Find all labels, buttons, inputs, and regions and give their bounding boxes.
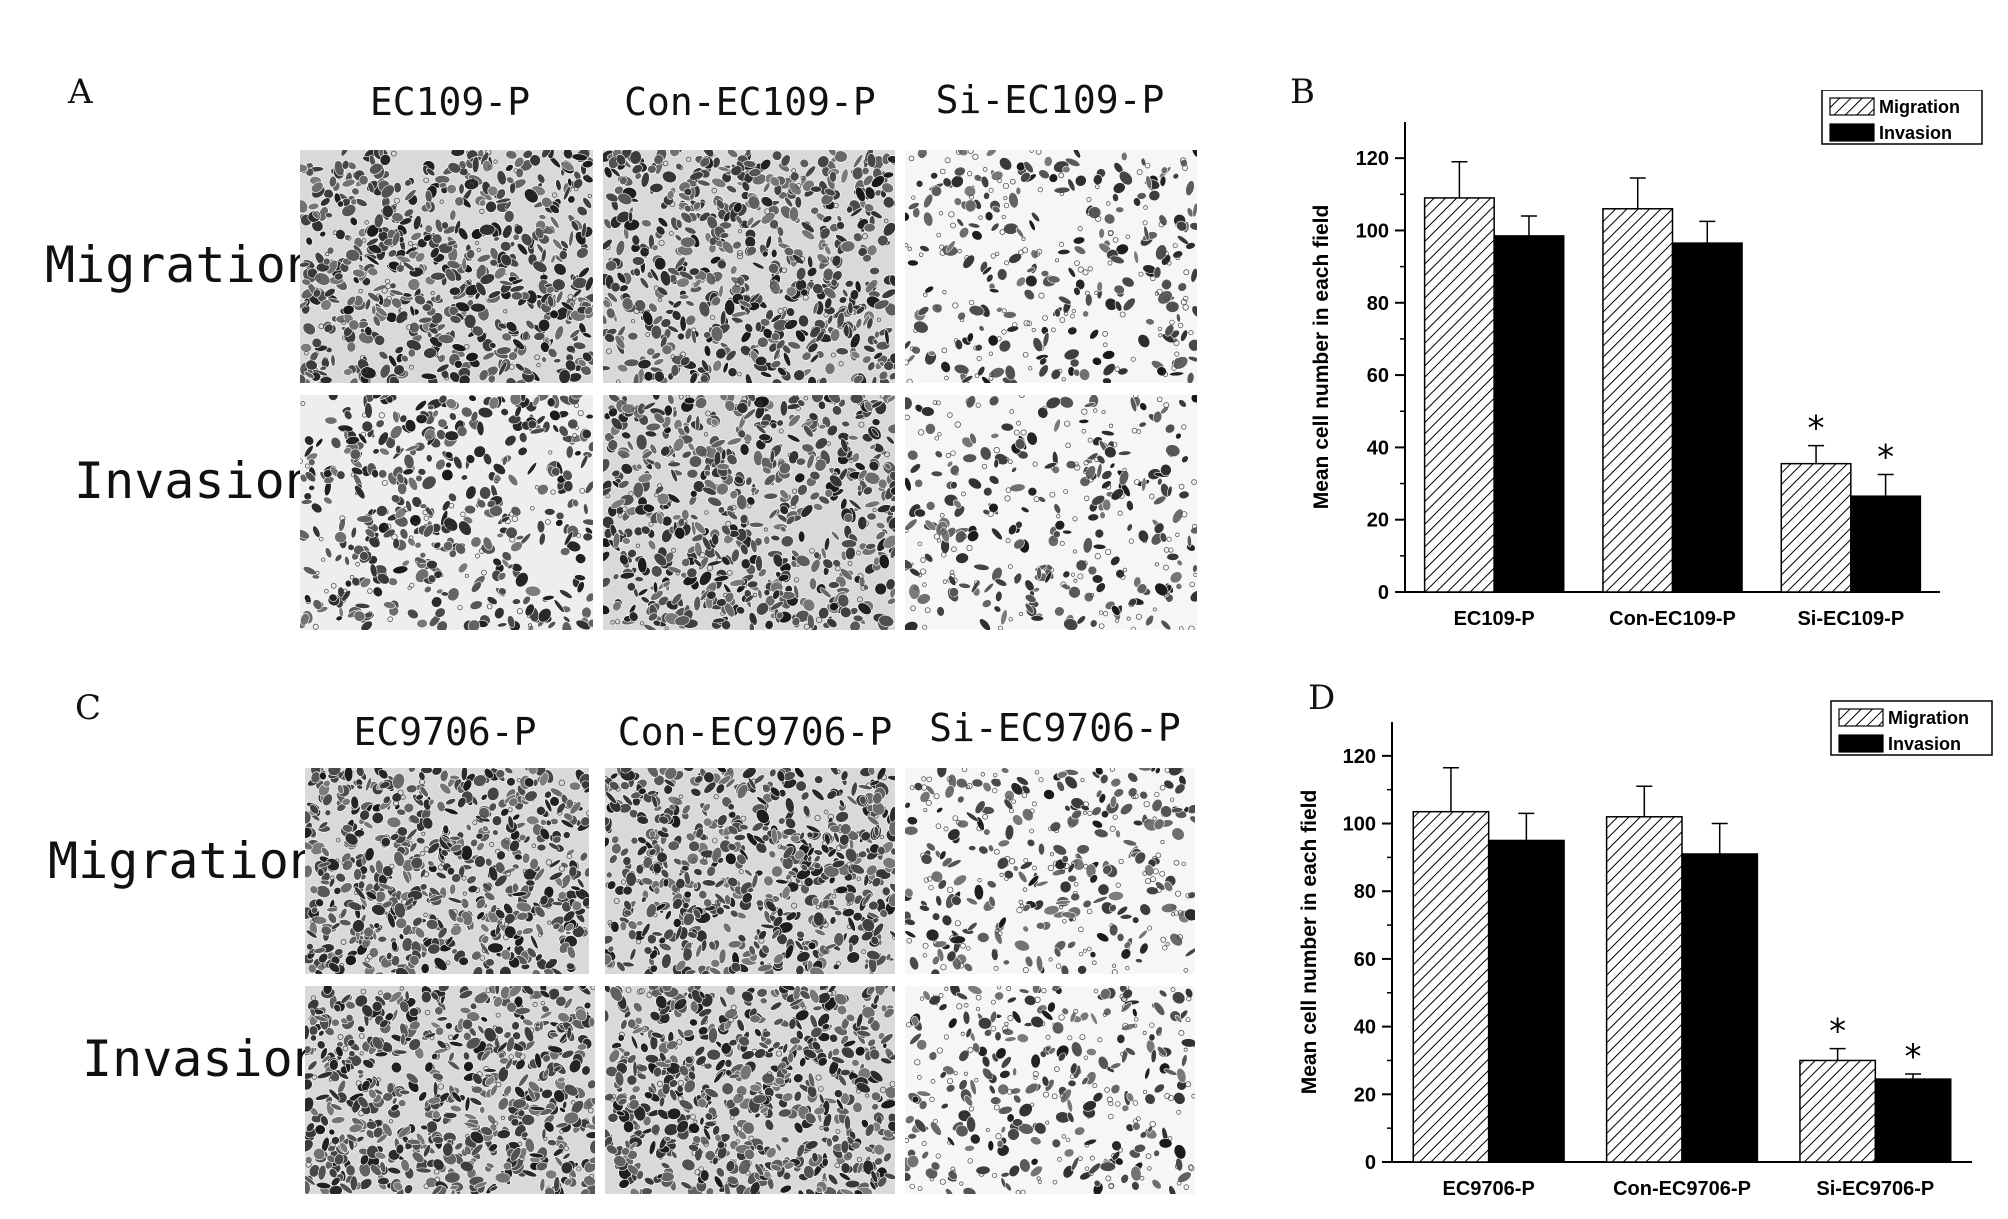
bar-migration-si-ec9706-p bbox=[1799, 1059, 1877, 1163]
y-axis-label: Mean cell number in each field bbox=[1298, 790, 1321, 1095]
legend-label: Invasion bbox=[1879, 123, 1952, 143]
bar-chart-b: 0 20 40 60 80 100 120 Mean cell number in each … bbox=[1270, 90, 2000, 650]
significance-marker: * bbox=[1808, 409, 1825, 449]
bar-invasion-ec109-p bbox=[1493, 235, 1565, 593]
legend-swatch bbox=[1838, 708, 1884, 727]
bar-migration-ec9706-p bbox=[1412, 810, 1490, 1163]
bar-invasion-con-ec109-p bbox=[1671, 242, 1743, 593]
y-tick-label: 0 bbox=[1365, 1152, 1376, 1174]
micrograph-a-invasion-ec109-p bbox=[300, 395, 593, 630]
column-label-con-ec109-p: Con-EC109-P bbox=[624, 80, 876, 124]
column-label-ec9706-p: EC9706-P bbox=[353, 710, 537, 754]
significance-marker: * bbox=[1877, 438, 1894, 478]
y-tick-label: 100 bbox=[1356, 220, 1389, 242]
bar-invasion-ec9706-p bbox=[1487, 839, 1565, 1163]
x-tick-label: Con-EC109-P bbox=[1609, 608, 1736, 630]
bar-migration-si-ec109-p bbox=[1780, 462, 1852, 593]
column-label-si-ec9706-p: Si-EC9706-P bbox=[929, 706, 1181, 750]
row-label-invasion-c: Invasion bbox=[82, 1030, 323, 1088]
micrograph-a-invasion-si-ec109-p bbox=[905, 395, 1197, 630]
legend-swatch bbox=[1829, 123, 1875, 142]
micrograph-c-invasion-ec9706-p bbox=[305, 986, 595, 1194]
y-tick-label: 40 bbox=[1354, 1017, 1376, 1039]
micrograph-c-migration-con-ec9706-p bbox=[605, 768, 895, 974]
chart-svg: 0 20 40 60 80 100 120 Mean cell number in each … bbox=[1298, 700, 1993, 1200]
bar-invasion-con-ec9706-p bbox=[1681, 853, 1759, 1163]
micrograph-c-invasion-con-ec9706-p bbox=[605, 986, 895, 1194]
bar-migration-con-ec9706-p bbox=[1605, 816, 1683, 1163]
row-label-migration-a: Migration bbox=[45, 236, 316, 294]
y-tick-label: 20 bbox=[1367, 510, 1389, 532]
bar-chart-d: 0 20 40 60 80 100 120 Mean cell number in each … bbox=[1280, 690, 2005, 1215]
legend-swatch bbox=[1838, 734, 1884, 753]
y-tick-label: 120 bbox=[1343, 746, 1376, 768]
panel-letter-c: C bbox=[75, 688, 102, 728]
x-tick-label: Si-EC109-P bbox=[1797, 608, 1904, 630]
micrograph-a-migration-con-ec109-p bbox=[603, 150, 895, 383]
panel-letter-d: D bbox=[1308, 678, 1336, 718]
x-tick-label: EC109-P bbox=[1454, 608, 1535, 630]
y-tick-label: 120 bbox=[1356, 148, 1389, 170]
y-tick-label: 60 bbox=[1354, 949, 1376, 971]
x-tick-label: Con-EC9706-P bbox=[1613, 1178, 1751, 1200]
legend-label: Migration bbox=[1879, 97, 1960, 117]
legend-swatch bbox=[1829, 97, 1875, 116]
bar-invasion-si-ec109-p bbox=[1850, 495, 1922, 593]
column-label-ec109-p: EC109-P bbox=[369, 80, 531, 124]
y-tick-label: 0 bbox=[1378, 582, 1389, 604]
column-label-con-ec9706-p: Con-EC9706-P bbox=[617, 710, 893, 754]
micrograph-c-migration-ec9706-p bbox=[305, 768, 589, 974]
x-tick-label: EC9706-P bbox=[1443, 1178, 1535, 1200]
legend-label: Invasion bbox=[1888, 734, 1961, 754]
row-label-invasion-a: Invasion bbox=[74, 452, 315, 510]
micrograph-a-invasion-con-ec109-p bbox=[603, 395, 895, 630]
bar-invasion-si-ec9706-p bbox=[1874, 1078, 1952, 1163]
chart-svg: 0 20 40 60 80 100 120 Mean cell number in each … bbox=[1310, 90, 1983, 630]
bar-migration-con-ec109-p bbox=[1602, 208, 1674, 593]
y-tick-label: 40 bbox=[1367, 437, 1389, 459]
micrograph-a-migration-ec109-p bbox=[300, 150, 593, 383]
column-label-si-ec109-p: Si-EC109-P bbox=[935, 78, 1165, 122]
y-tick-label: 80 bbox=[1354, 881, 1376, 903]
micrograph-c-invasion-si-ec9706-p bbox=[905, 986, 1195, 1194]
significance-marker: * bbox=[1905, 1037, 1922, 1077]
micrograph-a-migration-si-ec109-p bbox=[905, 150, 1197, 383]
x-tick-label: Si-EC9706-P bbox=[1816, 1178, 1934, 1200]
y-tick-label: 60 bbox=[1367, 365, 1389, 387]
legend-label: Migration bbox=[1888, 708, 1969, 728]
y-axis-label: Mean cell number in each field bbox=[1310, 205, 1333, 510]
y-tick-label: 80 bbox=[1367, 293, 1389, 315]
y-tick-label: 100 bbox=[1343, 814, 1376, 836]
row-label-migration-c: Migration bbox=[48, 832, 319, 890]
panel-letter-a: A bbox=[68, 72, 93, 112]
significance-marker: * bbox=[1829, 1012, 1846, 1052]
panel-letter-b: B bbox=[1290, 72, 1315, 112]
y-tick-label: 20 bbox=[1354, 1084, 1376, 1106]
micrograph-c-migration-si-ec9706-p bbox=[905, 768, 1195, 974]
bar-migration-ec109-p bbox=[1423, 197, 1495, 593]
